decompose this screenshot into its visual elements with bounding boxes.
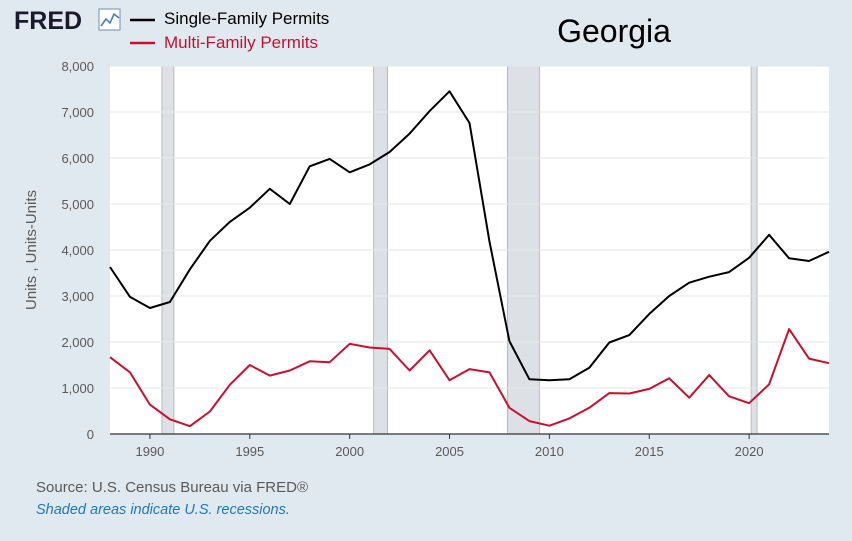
recession-note: Shaded areas indicate U.S. recessions. bbox=[36, 502, 290, 518]
y-tick-label: 3,000 bbox=[61, 289, 94, 304]
gridlines bbox=[110, 65, 829, 389]
x-tick-label: 2015 bbox=[635, 444, 664, 459]
x-tick-label: 2020 bbox=[735, 444, 764, 459]
x-tick-label: 1995 bbox=[235, 444, 264, 459]
y-axis-ticks: 0 1,000 2,000 3,000 4,000 5,000 6,000 7,000 8,00… bbox=[61, 59, 94, 442]
x-tick-label: 2005 bbox=[435, 444, 464, 459]
y-tick-label: 7,000 bbox=[61, 105, 94, 120]
legend-label-multi-family: Multi-Family Permits bbox=[164, 33, 318, 52]
series-line-multi-family bbox=[109, 328, 830, 428]
y-axis-label: Units , Units-Units bbox=[23, 190, 40, 310]
source-text: Source: U.S. Census Bureau via FRED® bbox=[36, 479, 308, 496]
y-tick-label: 6,000 bbox=[61, 151, 94, 166]
x-tick-label: 2000 bbox=[335, 444, 364, 459]
footer: Source: U.S. Census Bureau via FRED® Sha… bbox=[36, 476, 308, 522]
y-tick-label: 8,000 bbox=[61, 59, 94, 74]
x-axis-ticks: 1990 1995 2000 2005 2010 2015 2020 bbox=[135, 434, 764, 459]
chart-title: Georgia bbox=[557, 13, 671, 49]
fred-logo: FRED bbox=[14, 7, 121, 35]
x-tick-label: 2010 bbox=[535, 444, 564, 459]
series-line-single-family bbox=[109, 90, 830, 382]
y-tick-label: 2,000 bbox=[61, 335, 94, 350]
y-tick-label: 0 bbox=[87, 427, 94, 442]
y-tick-label: 4,000 bbox=[61, 243, 94, 258]
fred-logo-text: FRED bbox=[14, 7, 82, 35]
y-tick-label: 1,000 bbox=[61, 381, 94, 396]
fred-graph-icon bbox=[98, 8, 121, 31]
legend-label-single-family: Single-Family Permits bbox=[164, 9, 329, 28]
legend: Single-Family Permits Multi-Family Permi… bbox=[130, 9, 329, 52]
y-tick-label: 5,000 bbox=[61, 197, 94, 212]
x-tick-label: 1990 bbox=[135, 444, 164, 459]
series-lines bbox=[109, 90, 830, 428]
